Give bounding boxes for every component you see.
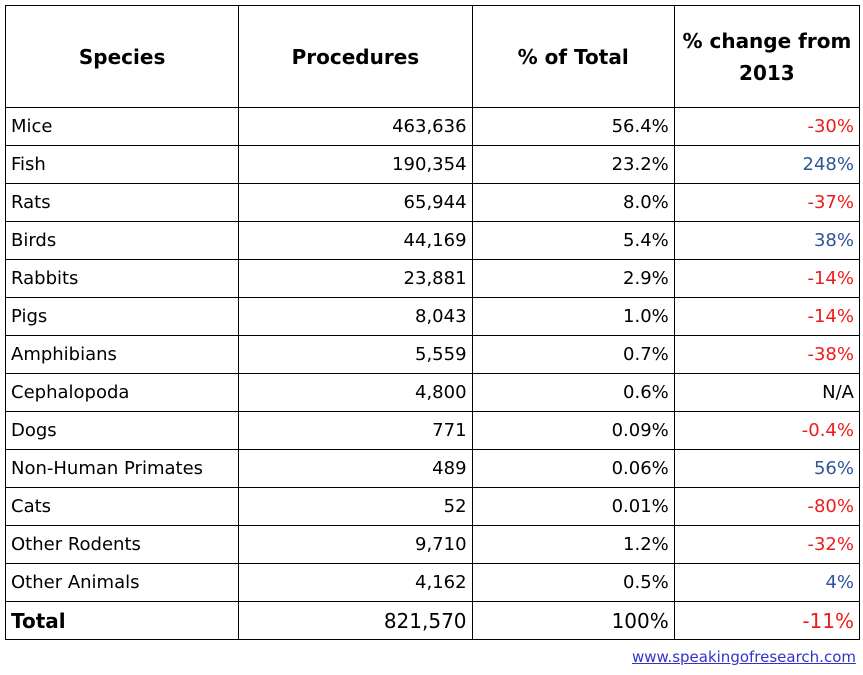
- percent-total-cell: 23.2%: [471, 145, 675, 184]
- percent-total-cell: 8.0%: [471, 183, 675, 222]
- percent-change-cell: -80%: [673, 487, 861, 526]
- header-percent-change: % change from 2013: [673, 5, 861, 108]
- table-row: Cats 52 0.01% -80%: [4, 487, 861, 526]
- percent-total-cell: 0.7%: [471, 335, 675, 374]
- table-row: Cephalopoda 4,800 0.6% N/A: [4, 373, 861, 412]
- species-cell: Total: [4, 601, 240, 640]
- percent-change-cell: -11%: [673, 601, 861, 640]
- procedures-cell: 44,169: [238, 221, 473, 260]
- procedures-cell: 9,710: [238, 525, 473, 564]
- total-row: Total 821,570 100% -11%: [4, 601, 861, 640]
- percent-change-cell: N/A: [673, 373, 861, 412]
- percent-change-cell: -0.4%: [673, 411, 861, 450]
- procedures-cell: 8,043: [238, 297, 473, 336]
- species-cell: Dogs: [4, 411, 240, 450]
- procedures-cell: 771: [238, 411, 473, 450]
- procedures-cell: 4,162: [238, 563, 473, 602]
- percent-change-cell: 38%: [673, 221, 861, 260]
- percent-total-cell: 0.09%: [471, 411, 675, 450]
- procedures-cell: 463,636: [238, 107, 473, 146]
- percent-change-cell: -14%: [673, 297, 861, 336]
- percent-change-cell: 248%: [673, 145, 861, 184]
- species-cell: Mice: [4, 107, 240, 146]
- species-cell: Rats: [4, 183, 240, 222]
- table-row: Rabbits 23,881 2.9% -14%: [4, 259, 861, 298]
- table-row: Other Animals 4,162 0.5% 4%: [4, 563, 861, 602]
- procedures-cell: 4,800: [238, 373, 473, 412]
- percent-total-cell: 2.9%: [471, 259, 675, 298]
- procedures-cell: 52: [238, 487, 473, 526]
- species-cell: Non-Human Primates: [4, 449, 240, 488]
- species-cell: Rabbits: [4, 259, 240, 298]
- species-cell: Cephalopoda: [4, 373, 240, 412]
- percent-total-cell: 0.06%: [471, 449, 675, 488]
- percent-change-cell: -38%: [673, 335, 861, 374]
- species-cell: Birds: [4, 221, 240, 260]
- header-species: Species: [4, 5, 240, 108]
- percent-total-cell: 1.2%: [471, 525, 675, 564]
- table-row: Dogs 771 0.09% -0.4%: [4, 411, 861, 450]
- percent-total-cell: 56.4%: [471, 107, 675, 146]
- header-procedures: Procedures: [238, 5, 473, 108]
- species-cell: Cats: [4, 487, 240, 526]
- table-row: Pigs 8,043 1.0% -14%: [4, 297, 861, 336]
- table-row: Rats 65,944 8.0% -37%: [4, 183, 861, 222]
- percent-change-cell: -37%: [673, 183, 861, 222]
- species-cell: Amphibians: [4, 335, 240, 374]
- procedures-cell: 65,944: [238, 183, 473, 222]
- species-cell: Other Animals: [4, 563, 240, 602]
- percent-total-cell: 5.4%: [471, 221, 675, 260]
- species-procedures-table: Species Procedures % of Total % change f…: [4, 5, 861, 640]
- percent-total-cell: 0.5%: [471, 563, 675, 602]
- percent-change-cell: -30%: [673, 107, 861, 146]
- table-row: Fish 190,354 23.2% 248%: [4, 145, 861, 184]
- species-cell: Other Rodents: [4, 525, 240, 564]
- species-cell: Fish: [4, 145, 240, 184]
- header-percent-total: % of Total: [471, 5, 675, 108]
- table-row: Amphibians 5,559 0.7% -38%: [4, 335, 861, 374]
- procedures-cell: 23,881: [238, 259, 473, 298]
- percent-total-cell: 0.6%: [471, 373, 675, 412]
- table-row: Other Rodents 9,710 1.2% -32%: [4, 525, 861, 564]
- table-row: Mice 463,636 56.4% -30%: [4, 107, 861, 146]
- procedures-cell: 190,354: [238, 145, 473, 184]
- percent-total-cell: 1.0%: [471, 297, 675, 336]
- percent-change-cell: -14%: [673, 259, 861, 298]
- header-row: Species Procedures % of Total % change f…: [4, 5, 861, 108]
- percent-total-cell: 0.01%: [471, 487, 675, 526]
- percent-change-cell: 4%: [673, 563, 861, 602]
- percent-total-cell: 100%: [471, 601, 675, 640]
- source-link[interactable]: www.speakingofresearch.com: [632, 648, 856, 666]
- percent-change-cell: -32%: [673, 525, 861, 564]
- procedures-cell: 489: [238, 449, 473, 488]
- procedures-cell: 821,570: [238, 601, 473, 640]
- procedures-cell: 5,559: [238, 335, 473, 374]
- table-row: Non-Human Primates 489 0.06% 56%: [4, 449, 861, 488]
- species-cell: Pigs: [4, 297, 240, 336]
- percent-change-cell: 56%: [673, 449, 861, 488]
- table-row: Birds 44,169 5.4% 38%: [4, 221, 861, 260]
